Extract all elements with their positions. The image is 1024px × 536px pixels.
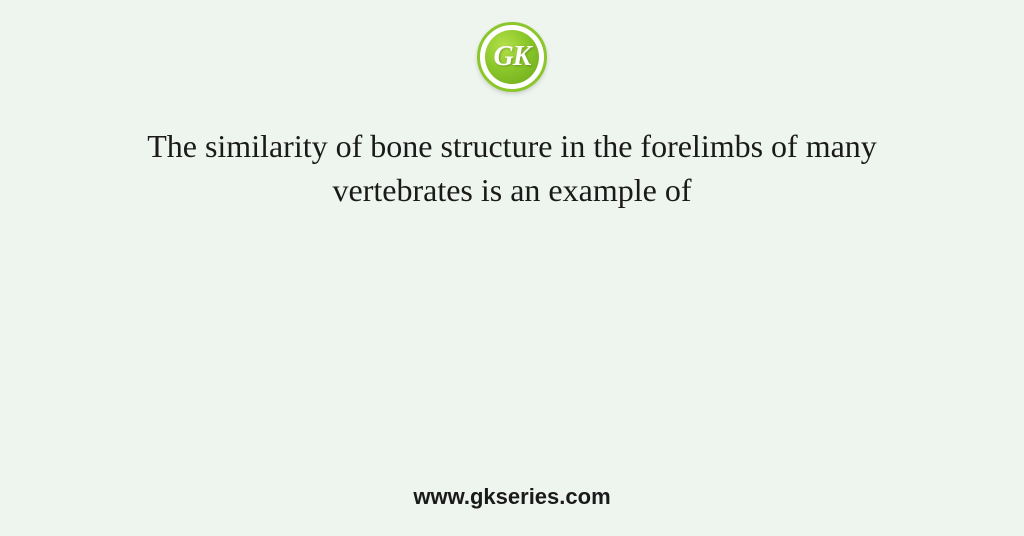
logo-text: GK (494, 41, 531, 73)
footer-url: www.gkseries.com (0, 484, 1024, 510)
logo: GK (477, 22, 547, 92)
logo-outer-circle: GK (477, 22, 547, 92)
question-text: The similarity of bone structure in the … (102, 124, 922, 212)
card-container: GK The similarity of bone structure in t… (0, 0, 1024, 536)
logo-inner-circle: GK (485, 30, 539, 84)
